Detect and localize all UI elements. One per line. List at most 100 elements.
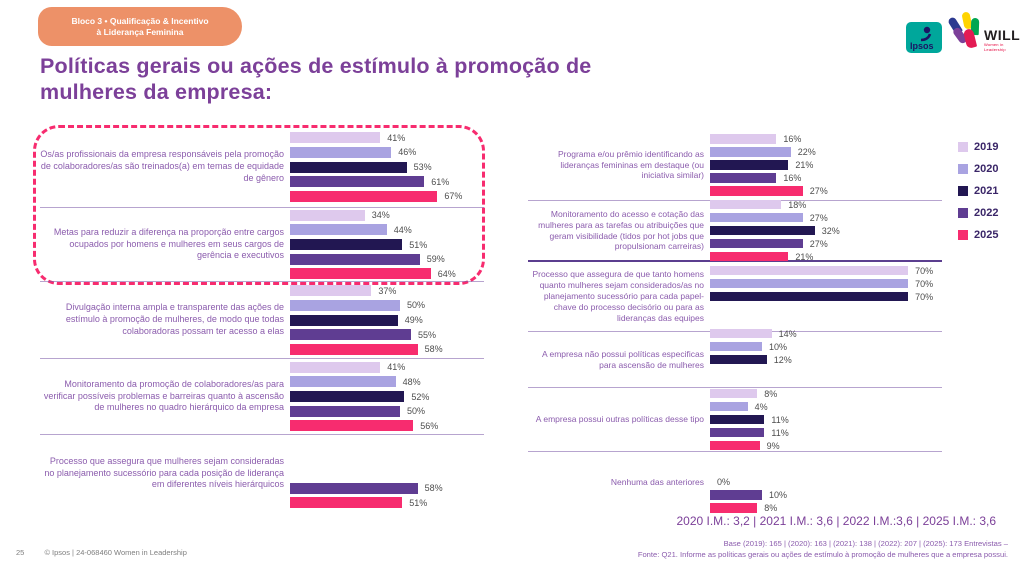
- bar-value: 41%: [387, 362, 406, 373]
- bar-value: 27%: [809, 186, 828, 196]
- legend-swatch-icon: [958, 208, 968, 218]
- bar-row: 22%: [710, 146, 942, 159]
- chart-group-label: Processo que assegura que mulheres sejam…: [44, 455, 284, 490]
- chart-group: Nenhuma das anteriores 0% 10% 8%: [528, 450, 942, 515]
- bar-2021: [710, 160, 789, 170]
- bar-value: 41%: [387, 132, 406, 143]
- chart-group-label: Metas para reduzir a diferença na propor…: [53, 226, 284, 261]
- bar-row: 70%: [710, 264, 942, 277]
- bar-2021: [710, 291, 909, 302]
- bar-value: 34%: [371, 210, 390, 221]
- legend-label: 2025: [974, 229, 999, 241]
- chart-column-right: Programa e/ou prêmio identificando as li…: [528, 130, 942, 515]
- chart-group-bars: 58% 51%: [290, 437, 484, 510]
- page-title-line2: mulheres da empresa:: [40, 79, 273, 104]
- bar-value: 51%: [409, 497, 428, 508]
- bar-2022: [290, 329, 411, 341]
- section-badge: Bloco 3 • Qualificação & Incentivo à Lid…: [38, 7, 242, 46]
- copyright-text: © Ipsos | 24-068460 Women in Leadership: [44, 548, 187, 557]
- chart-group: Processo que assegura que mulheres sejam…: [40, 435, 484, 512]
- bar-row: 61%: [290, 174, 484, 189]
- chart-group-label: A empresa possui outras políticas desse …: [535, 414, 704, 425]
- bar-row: 48%: [290, 375, 484, 390]
- legend-swatch-icon: [958, 230, 968, 240]
- bar-value: 59%: [426, 254, 445, 265]
- bar-value: 58%: [424, 344, 443, 355]
- bar-2019: [710, 134, 777, 144]
- bar-2020: [290, 224, 387, 236]
- bar-value: 4%: [754, 401, 768, 412]
- bar-row: 51%: [290, 237, 484, 252]
- chart-column-left: Os/as profissionais da empresa responsáv…: [40, 127, 484, 512]
- bar-row: 11%: [710, 413, 942, 426]
- bar-2021: [290, 239, 403, 250]
- chart-group-bars: 8% 4% 11% 11% 9%: [710, 387, 942, 452]
- ipsos-logo: Ipsos: [906, 22, 942, 53]
- bar-value: 21%: [795, 251, 814, 262]
- legend-label: 2022: [974, 207, 999, 219]
- bar-2025: [290, 268, 431, 280]
- base-line: Base (2019): 165 | (2020): 163 | (2021):…: [723, 539, 1008, 548]
- legend-label: 2020: [974, 163, 999, 175]
- bar-value: 67%: [444, 191, 463, 202]
- bar-2019: [710, 328, 772, 339]
- bar-row: 18%: [710, 198, 942, 211]
- bar-row: 56%: [290, 418, 484, 433]
- bar-2021: [710, 414, 765, 425]
- bar-row: 8%: [710, 502, 942, 515]
- chart-group-label: A empresa não possui políticas especific…: [541, 348, 704, 370]
- bar-value: 22%: [797, 147, 816, 157]
- chart-group: Processo que assegura de que tanto homen…: [528, 262, 942, 332]
- bar-row: [290, 437, 484, 452]
- bar-2020: [290, 376, 396, 388]
- badge-line1: Bloco 3 • Qualificação & Incentivo: [71, 15, 209, 26]
- bar-value: 10%: [769, 490, 788, 500]
- will-logo: WILL Women in Leadership: [947, 11, 1020, 60]
- bar-row: [290, 452, 484, 467]
- bar-value: 11%: [771, 427, 789, 438]
- bar-row: 70%: [710, 277, 942, 290]
- slide-footer: 25 © Ipsos | 24-068460 Women in Leadersh…: [16, 548, 187, 557]
- bar-value: 16%: [783, 173, 802, 183]
- bar-2019: [710, 388, 758, 399]
- bar-row: 52%: [290, 389, 484, 404]
- chart-group: Divulgação interna ampla e transparente …: [40, 282, 484, 359]
- chart-group-bars: 0% 10% 8%: [710, 450, 942, 515]
- bar-row: 59%: [290, 252, 484, 267]
- fonte-line: Fonte: Q21. Informe as políticas gerais …: [637, 550, 1008, 560]
- legend-item-2022: 2022: [958, 202, 998, 224]
- bar-value: 14%: [778, 328, 797, 339]
- chart-group-bars: 41% 48% 52% 50% 56%: [290, 360, 484, 433]
- chart-group-bars: 41% 46% 53% 61% 67%: [290, 131, 484, 204]
- bar-row: 53%: [290, 160, 484, 175]
- bar-row: 14%: [710, 327, 942, 340]
- page-title: Políticas gerais ou ações de estímulo à …: [40, 54, 591, 106]
- bar-value: 9%: [766, 440, 780, 451]
- bar-row: 10%: [710, 489, 942, 502]
- bar-row: 32%: [710, 224, 942, 237]
- chart-group-bars: 16% 22% 21% 16% 27%: [710, 133, 942, 198]
- bar-value: 51%: [409, 239, 428, 250]
- bar-row: 55%: [290, 327, 484, 342]
- bar-2020: [710, 278, 909, 289]
- chart-group: Programa e/ou prêmio identificando as li…: [528, 130, 942, 201]
- bar-value: 52%: [411, 391, 430, 402]
- bar-row: 50%: [290, 404, 484, 419]
- legend-item-2020: 2020: [958, 158, 998, 180]
- legend-item-2019: 2019: [958, 136, 998, 158]
- bar-2025: [710, 251, 789, 262]
- chart-group: A empresa possui outras políticas desse …: [528, 388, 942, 452]
- chart-group: A empresa não possui políticas especific…: [528, 329, 942, 388]
- bar-value: 27%: [809, 212, 828, 223]
- bar-row: 70%: [710, 290, 942, 303]
- bar-2020: [710, 147, 791, 157]
- bar-row: [710, 450, 942, 463]
- legend-swatch-icon: [958, 186, 968, 196]
- bar-row: 37%: [290, 284, 484, 299]
- badge-line2: à Liderança Feminina: [96, 26, 184, 37]
- legend-swatch-icon: [958, 142, 968, 152]
- chart-group-bars: 14% 10% 12%: [710, 327, 942, 392]
- bar-value: 49%: [404, 315, 423, 325]
- bar-2022: [290, 482, 418, 494]
- bar-row: 41%: [290, 131, 484, 146]
